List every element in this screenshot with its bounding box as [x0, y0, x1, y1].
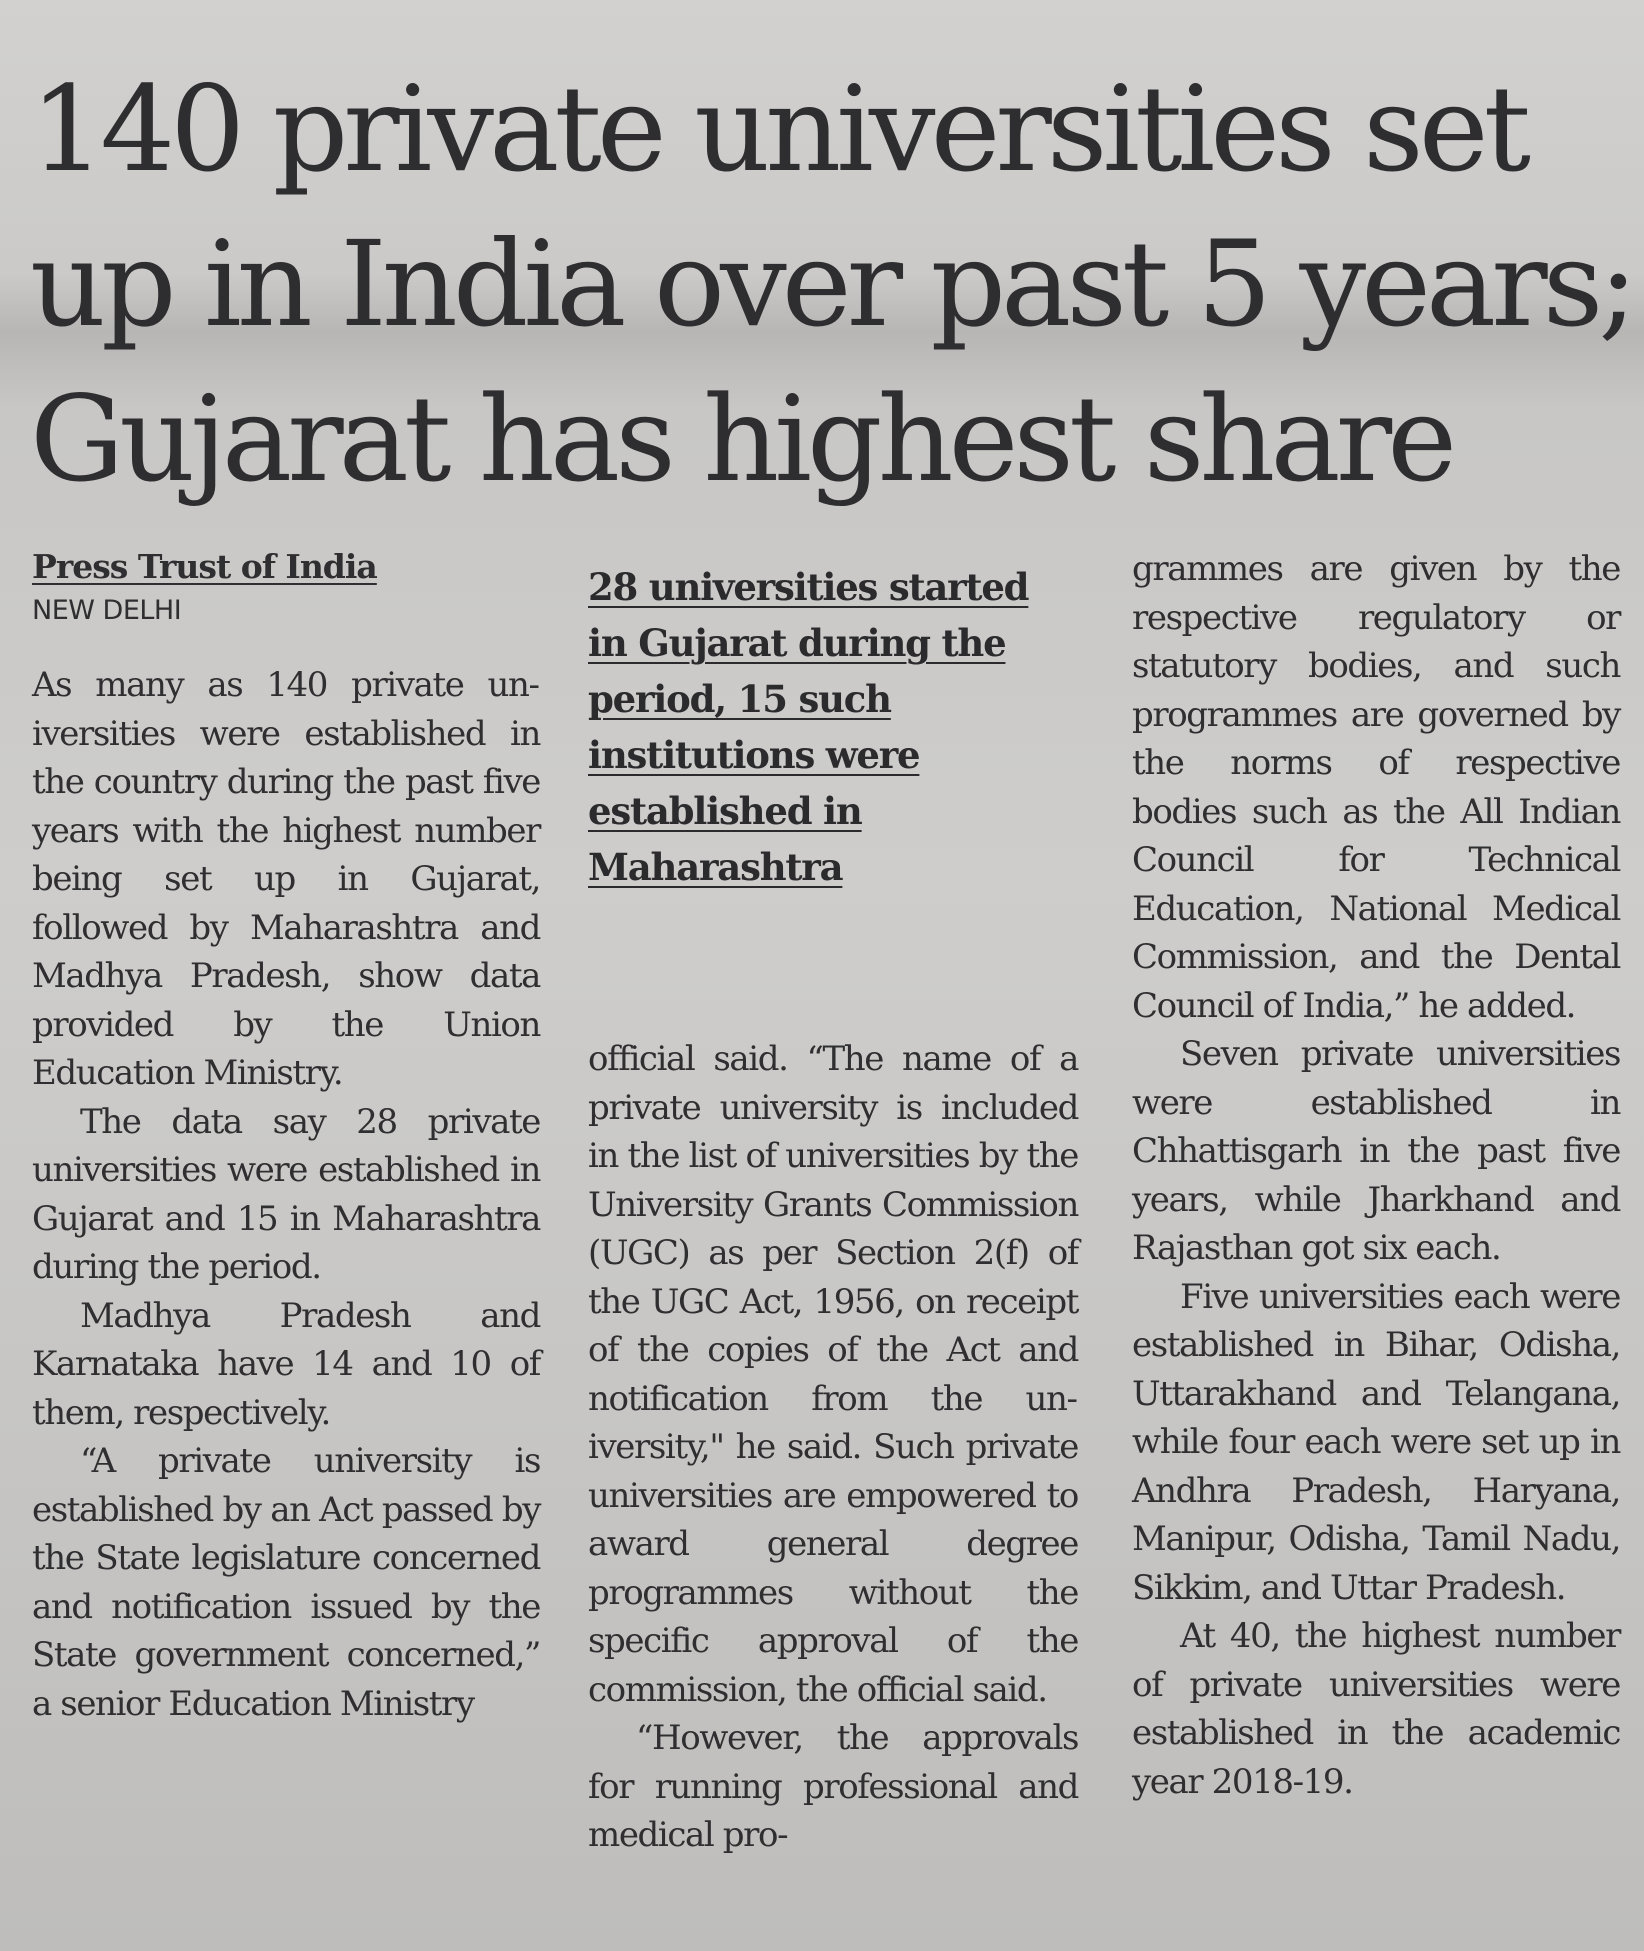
- article-column-3: grammes are given by the respective regu…: [1132, 545, 1621, 1806]
- paragraph: Seven private universi­ties were establi…: [1132, 1034, 1621, 1268]
- pull-quote: 28 universities started in Gujarat durin…: [588, 559, 1048, 895]
- paragraph: grammes are given by the respective regu…: [1132, 549, 1621, 1026]
- headline: 140 private universities set up in India…: [30, 52, 1638, 517]
- headline-line-1: 140 private universities set: [30, 60, 1531, 198]
- paragraph: At 40, the highest num­ber of private un…: [1132, 1616, 1621, 1802]
- paragraph: The data say 28 private universities wer…: [32, 1101, 541, 1288]
- paragraph: “However, the appro­vals for running pro…: [588, 1718, 1079, 1855]
- column-2-body: official said. “The name of a private un…: [588, 1035, 1079, 1860]
- article-column-1: Press Trust of India NEW DELHI As many a…: [32, 545, 541, 1728]
- paragraph: “A private university is established by …: [32, 1441, 541, 1724]
- paragraph: official said. “The name of a private un…: [588, 1039, 1079, 1710]
- byline: Press Trust of India: [32, 547, 378, 586]
- headline-line-2: up in India over past 5 years;: [30, 215, 1638, 353]
- paragraph: As many as 140 private un­iversities wer…: [32, 665, 541, 1093]
- article-column-2: 28 universities started in Gujarat durin…: [588, 545, 1079, 1860]
- paragraph: Five universities each were established …: [1132, 1276, 1621, 1608]
- paragraph: Madhya Pradesh and Karnataka have 14 and…: [32, 1295, 541, 1433]
- dateline: NEW DELHI: [32, 595, 182, 626]
- headline-line-3: Gujarat has highest share: [30, 370, 1457, 508]
- pull-quote-text: 28 universities started in Gujarat durin…: [588, 565, 1030, 889]
